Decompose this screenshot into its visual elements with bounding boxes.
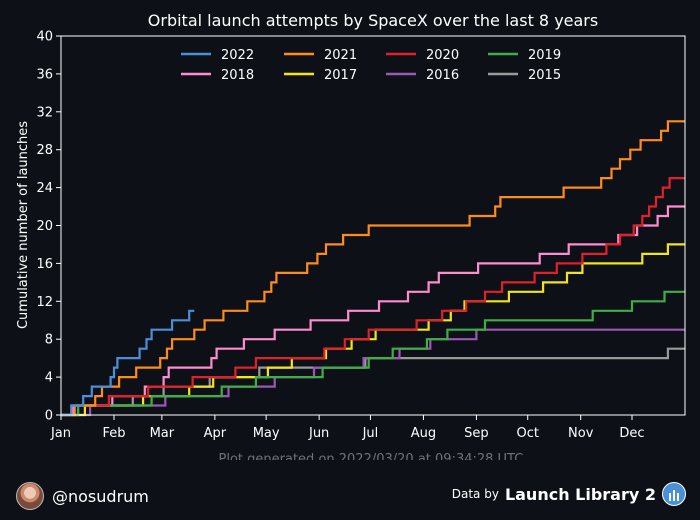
legend-label-2019: 2019 xyxy=(528,48,561,63)
series-line-2018 xyxy=(61,205,685,417)
legend-label-2016: 2016 xyxy=(426,68,459,83)
legend-label-2021: 2021 xyxy=(324,48,357,63)
data-by-label: Data by xyxy=(451,487,499,501)
x-tick-label: Nov xyxy=(568,426,594,441)
launch-library-logo-icon xyxy=(662,482,686,506)
data-source-name: Launch Library 2 xyxy=(504,484,656,504)
x-tick-label: Sep xyxy=(464,426,489,441)
y-tick-label: 16 xyxy=(36,257,53,272)
series-group xyxy=(61,120,685,417)
y-axis-label: Cumulative number of launches xyxy=(16,121,31,329)
x-tick-label: Jun xyxy=(308,426,329,441)
series-line-2022 xyxy=(61,309,195,417)
data-source-credit: Data by Launch Library 2 xyxy=(452,482,686,506)
legend-label-2018: 2018 xyxy=(221,68,254,83)
x-tick-label: Apr xyxy=(204,426,227,441)
series-line-2019 xyxy=(61,290,685,417)
y-tick-label: 36 xyxy=(36,67,53,82)
legend-label-2022: 2022 xyxy=(221,48,254,63)
y-tick-label: 28 xyxy=(36,143,53,158)
y-tick-label: 40 xyxy=(36,30,53,45)
x-tick-label: Jan xyxy=(50,426,71,441)
x-tick-label: Mar xyxy=(150,426,175,441)
series-line-2021 xyxy=(61,120,685,417)
legend-label-2017: 2017 xyxy=(324,68,357,83)
y-tick-label: 12 xyxy=(36,295,53,310)
author-credit: @nosudrum xyxy=(16,482,149,510)
x-tick-label: May xyxy=(253,426,280,441)
y-tick-label: 32 xyxy=(36,105,53,120)
y-tick-label: 8 xyxy=(45,333,53,348)
legend: 2022 2021 2020 2019 2018 2017 2016 2015 xyxy=(181,48,561,83)
author-handle: @nosudrum xyxy=(52,486,149,506)
x-tick-label: Dec xyxy=(619,426,644,441)
axis-ticks: 0 4 8 12 16 20 24 28 32 36 40 Jan Feb Mar Apr May Jun Jul… xyxy=(36,30,644,442)
chart-title: Orbital launch attempts by SpaceX over t… xyxy=(148,11,598,30)
y-tick-label: 20 xyxy=(36,219,53,234)
legend-label-2020: 2020 xyxy=(426,48,459,63)
series-line-2020 xyxy=(61,177,685,417)
x-tick-label: Aug xyxy=(411,426,436,441)
x-tick-label: Feb xyxy=(102,426,125,441)
avatar xyxy=(16,482,44,510)
y-tick-label: 4 xyxy=(45,371,53,386)
legend-label-2015: 2015 xyxy=(528,68,561,83)
y-tick-label: 24 xyxy=(36,181,53,196)
chart: Orbital launch attempts by SpaceX over t… xyxy=(16,11,686,460)
x-tick-label: Jul xyxy=(362,426,379,441)
x-tick-label: Oct xyxy=(516,426,538,441)
y-tick-label: 0 xyxy=(45,409,53,424)
generated-note: Plot generated on 2022/03/20 at 09:34:28… xyxy=(219,452,528,460)
series-line-2016 xyxy=(61,328,685,417)
